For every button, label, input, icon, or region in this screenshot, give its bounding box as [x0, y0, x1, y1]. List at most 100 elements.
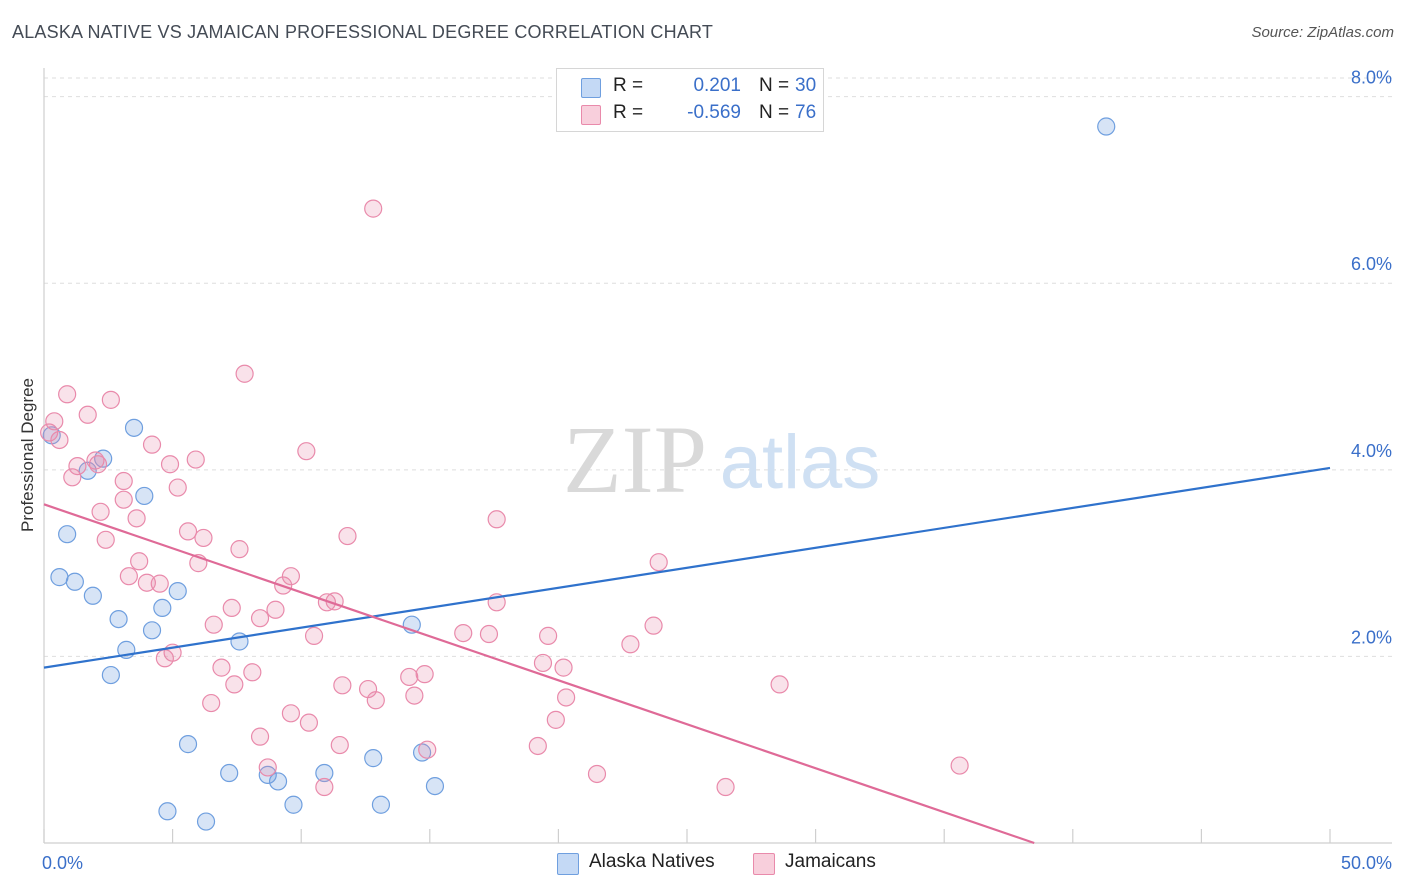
axes	[43, 68, 1392, 844]
jamaican-point	[250, 727, 270, 746]
alaska-native-point	[109, 609, 128, 629]
trend-lines	[43, 466, 1331, 845]
alaska-native-point	[258, 765, 277, 784]
alaska-native-point	[83, 586, 102, 605]
alaska-native-point	[371, 795, 391, 814]
jamaican-point	[130, 552, 149, 571]
jamaican-point	[528, 736, 547, 756]
jamaican-point	[194, 528, 213, 548]
jamaican-point	[243, 663, 262, 682]
legend-r-value: 0.201	[693, 75, 741, 96]
x-tick-label: 0.0%	[42, 853, 83, 873]
alaska-native-point	[135, 486, 154, 506]
legend-r-value: -0.569	[687, 102, 741, 123]
legend-label-jamaicans: Jamaicans	[785, 851, 876, 872]
jamaican-point	[649, 553, 668, 572]
jamaican-point	[40, 423, 59, 442]
alaska-native-point	[158, 802, 177, 821]
alaska-native-point	[65, 572, 84, 591]
jamaican-point	[587, 764, 607, 784]
jamaican-point	[235, 364, 254, 383]
tick-labels: 2.0% 4.0% 6.0% 8.0% 0.0% 50.0%	[42, 68, 1392, 873]
legend-swatch-alaska-natives	[557, 853, 579, 875]
jamaican-point	[78, 405, 97, 424]
jamaican-point	[297, 442, 316, 461]
jamaican-point	[114, 471, 133, 491]
alaska-native-point	[220, 763, 239, 783]
legend-r-label: R =	[613, 102, 644, 123]
jamaican-point	[96, 530, 115, 549]
jamaican-point	[487, 510, 506, 529]
jamaican-point	[91, 502, 110, 521]
jamaican-point	[212, 658, 231, 677]
alaska-native-point	[412, 743, 432, 762]
alaska-native-point	[58, 525, 77, 544]
jamaican-point	[119, 567, 138, 586]
jamaican-point	[400, 667, 419, 687]
jamaican-point	[415, 665, 434, 684]
jamaican-point	[63, 468, 82, 487]
legend-label-alaska-natives: Alaska Natives	[589, 851, 715, 872]
alaska-native-point	[142, 621, 162, 640]
alaska-native-point	[364, 749, 383, 768]
jamaican-point	[770, 675, 789, 694]
jamaican-point	[222, 598, 241, 618]
jamaican-point	[304, 626, 324, 645]
y-tick-label: 4.0%	[1351, 441, 1392, 461]
jamaican-point	[258, 758, 277, 777]
jamaican-point	[150, 574, 169, 593]
jamaican-point	[546, 710, 565, 729]
y-tick-label: 8.0%	[1351, 68, 1392, 88]
legend-r-label: R =	[613, 75, 644, 96]
watermark-zip: ZIP	[563, 406, 707, 513]
jamaican-point	[315, 777, 334, 797]
jamaican-point	[281, 567, 301, 586]
watermark-atlas: atlas	[720, 420, 881, 505]
source-label: Source: ZipAtlas.com	[1251, 24, 1394, 41]
jamaican-point	[950, 756, 969, 775]
jamaican-point	[317, 593, 337, 612]
jamaican-point	[86, 451, 105, 470]
jamaican-point	[266, 600, 285, 619]
jamaican-point	[338, 526, 357, 546]
jamaican-point	[230, 540, 249, 559]
jamaican-point	[50, 430, 69, 450]
alaska-native-point	[101, 665, 120, 685]
alaska-native-point	[168, 582, 187, 601]
jamaican-point	[178, 522, 198, 541]
alaska-native-point	[124, 418, 144, 437]
alaska-native-point	[425, 776, 445, 796]
jamaican-point	[114, 490, 133, 509]
legend-n-label: N =	[759, 102, 790, 123]
legend-swatch-alaska-natives	[581, 78, 601, 98]
jamaican-point	[127, 509, 146, 528]
jamaican-point	[418, 740, 437, 759]
alaska-native-point	[284, 795, 303, 814]
legend-swatch-jamaicans	[581, 105, 601, 125]
jamaican-point	[168, 478, 187, 497]
jamaican-point	[142, 435, 162, 454]
jamaican-point	[45, 412, 64, 431]
alaska-native-point	[178, 735, 198, 754]
jamaican-point	[68, 456, 87, 476]
jamaican-point	[557, 688, 576, 707]
jamaican-point	[644, 616, 663, 635]
jamaican-point	[533, 653, 553, 673]
jamaican-point	[137, 573, 156, 592]
jamaican-point	[101, 390, 120, 409]
alaska-native-point	[1097, 117, 1116, 136]
data-points	[40, 117, 1116, 831]
jamaican-point	[160, 455, 180, 474]
alaska-native-point	[268, 772, 288, 791]
jamaican-point	[299, 713, 319, 732]
jamaican-point	[333, 676, 352, 695]
legend-n-label: N =	[759, 75, 790, 96]
jamaican-point	[281, 704, 301, 723]
y-tick-label: 2.0%	[1351, 627, 1392, 647]
alaska-native-trend-line	[43, 466, 1331, 669]
jamaican-point	[155, 649, 174, 668]
jamaican-point	[716, 777, 735, 797]
alaska-native-point	[315, 763, 334, 783]
alaska-native-point	[50, 568, 69, 587]
